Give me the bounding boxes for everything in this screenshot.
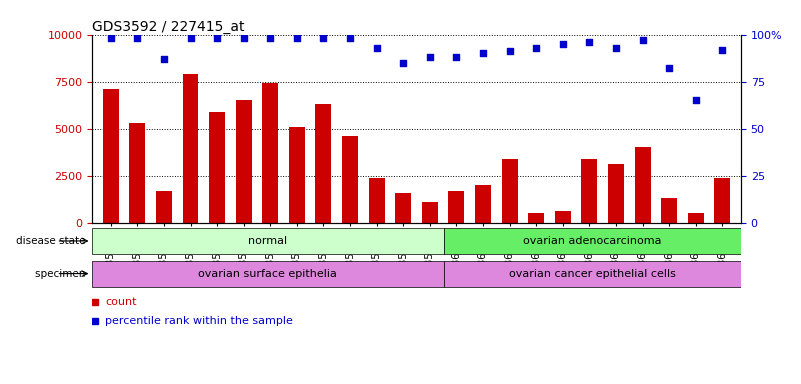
Text: ovarian cancer epithelial cells: ovarian cancer epithelial cells xyxy=(509,268,676,279)
Bar xyxy=(475,185,491,223)
Bar xyxy=(262,83,278,223)
Bar xyxy=(714,177,731,223)
Bar xyxy=(501,159,517,223)
Point xyxy=(396,60,409,66)
Point xyxy=(716,46,729,53)
Bar xyxy=(129,123,145,223)
Point xyxy=(477,50,489,56)
Bar xyxy=(422,202,438,223)
Point xyxy=(237,35,250,41)
Point xyxy=(636,37,649,43)
Bar xyxy=(582,159,598,223)
Point xyxy=(104,35,117,41)
Bar xyxy=(316,104,332,223)
Point xyxy=(557,41,570,47)
Text: GDS3592 / 227415_at: GDS3592 / 227415_at xyxy=(92,20,244,33)
Point xyxy=(184,35,197,41)
Point xyxy=(690,98,702,104)
Bar xyxy=(449,191,465,223)
Bar xyxy=(634,147,650,223)
Bar xyxy=(156,191,172,223)
Point xyxy=(344,35,356,41)
Point xyxy=(662,65,675,71)
Bar xyxy=(183,74,199,223)
Point xyxy=(583,39,596,45)
Text: specimen: specimen xyxy=(35,268,89,279)
Point xyxy=(450,54,463,60)
Text: ovarian surface epithelia: ovarian surface epithelia xyxy=(199,268,337,279)
Bar xyxy=(92,261,444,286)
Point xyxy=(424,54,437,60)
Bar xyxy=(528,214,544,223)
Point xyxy=(211,35,223,41)
Point xyxy=(291,35,304,41)
Bar xyxy=(103,89,119,223)
Text: normal: normal xyxy=(248,236,288,246)
Text: disease state: disease state xyxy=(16,236,89,246)
Point xyxy=(158,56,171,62)
Bar xyxy=(235,101,252,223)
Text: count: count xyxy=(105,297,137,307)
Bar xyxy=(444,261,741,286)
Point xyxy=(610,45,622,51)
Bar xyxy=(92,228,444,254)
Text: ovarian adenocarcinoma: ovarian adenocarcinoma xyxy=(523,236,662,246)
Point xyxy=(131,35,143,41)
Bar xyxy=(661,198,677,223)
Bar xyxy=(608,164,624,223)
Bar xyxy=(289,127,305,223)
Bar xyxy=(368,177,384,223)
Point xyxy=(317,35,330,41)
Text: percentile rank within the sample: percentile rank within the sample xyxy=(105,316,293,326)
Point xyxy=(370,45,383,51)
Bar xyxy=(555,212,571,223)
Bar xyxy=(395,193,411,223)
Point xyxy=(264,35,276,41)
Point xyxy=(503,48,516,55)
Point xyxy=(529,45,542,51)
Bar xyxy=(444,228,741,254)
Bar xyxy=(209,112,225,223)
Bar xyxy=(688,214,704,223)
Bar xyxy=(342,136,358,223)
